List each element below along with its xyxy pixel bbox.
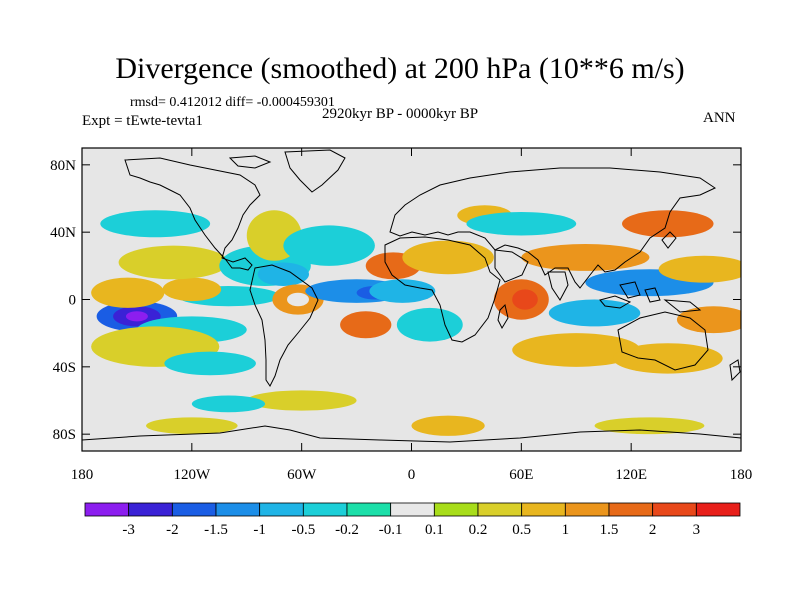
y-tick-label-0: 80N	[50, 158, 76, 174]
field-contour-36	[246, 390, 357, 411]
colorbar-swatch-0	[84, 502, 130, 517]
field-contour-13	[287, 292, 309, 307]
x-tick-label-0: 180	[71, 467, 94, 483]
colorbar-label-13: 3	[693, 522, 701, 538]
field-contour-40	[594, 417, 705, 435]
field-contour-9	[164, 351, 256, 376]
y-axis: 80N 40N 0 40S 80S	[50, 158, 741, 443]
colorbar-label-7: 0.1	[425, 522, 444, 538]
colorbar-swatch-13	[652, 502, 697, 517]
experiment-label: Expt = tEwte-tevta1	[82, 113, 203, 129]
colorbar-label-0: -3	[122, 522, 135, 538]
field-contour-18	[340, 311, 392, 339]
y-tick-label-4: 80S	[53, 427, 76, 443]
x-axis: 180 120W 60W 0 60E 120E 180	[71, 148, 753, 483]
field-contour-29	[512, 333, 641, 367]
colorbar-label-12: 2	[649, 522, 657, 538]
x-tick-label-3: 0	[408, 467, 416, 483]
stats-text: rmsd= 0.412012 diff= -0.000459301	[130, 95, 335, 110]
field-contour-31	[658, 255, 741, 283]
field-contour-7	[118, 245, 229, 280]
x-tick-label-5: 120E	[615, 467, 647, 483]
x-tick-label-6: 180	[730, 467, 753, 483]
field-contour-11	[257, 262, 309, 287]
colorbar: -3 -2 -1.5 -1 -0.5 -0.2 -0.1 0.1 0.2 0.5 1 1.5 2 3	[84, 502, 741, 538]
colorbar-label-8: 0.2	[469, 522, 488, 538]
field-contour-6	[162, 277, 222, 302]
field-contour-33	[612, 343, 723, 374]
colorbar-swatch-3	[215, 502, 261, 517]
field-contour-22	[396, 307, 463, 342]
y-tick-label-3: 40S	[53, 360, 76, 376]
colorbar-swatch-6	[346, 502, 392, 517]
colorbar-label-11: 1.5	[600, 522, 619, 538]
colorbar-swatch-8	[433, 502, 479, 517]
colorbar-swatch-9	[477, 502, 523, 517]
field-contour-27	[521, 243, 650, 271]
colorbar-swatch-2	[171, 502, 217, 517]
coastlines	[82, 149, 741, 443]
colorbar-label-5: -0.2	[335, 522, 359, 538]
period-label: 2920kyr BP - 0000kyr BP	[322, 106, 479, 122]
field-contour-15	[283, 225, 375, 266]
colorbar-swatch-7	[390, 502, 435, 517]
y-tick-label-1: 40N	[50, 225, 76, 241]
colorbar-label-4: -0.5	[291, 522, 315, 538]
colorbar-swatch-12	[608, 502, 654, 517]
field-contour-39	[411, 415, 485, 436]
colorbar-label-10: 1	[562, 522, 570, 538]
field-contour-34	[622, 210, 714, 238]
x-tick-label-2: 60W	[287, 467, 317, 483]
field-contour-38	[146, 417, 238, 435]
colorbar-label-9: 0.5	[512, 522, 531, 538]
colorbar-label-1: -2	[166, 522, 179, 538]
field-contour-35	[100, 210, 211, 238]
colorbar-swatch-5	[302, 502, 348, 517]
colorbar-label-3: -1	[253, 522, 266, 538]
colorbar-swatch-4	[259, 502, 304, 517]
field-contour-26	[512, 289, 538, 310]
chart-title: Divergence (smoothed) at 200 hPa (10**6 …	[115, 52, 685, 85]
field-contour-5	[91, 277, 165, 308]
colorbar-swatch-1	[128, 502, 173, 517]
field-contour-24	[466, 211, 577, 236]
colorbar-label-6: -0.1	[379, 522, 403, 538]
field-contour-37	[191, 395, 266, 413]
season-label: ANN	[703, 110, 736, 126]
x-tick-label-4: 60E	[509, 467, 533, 483]
colorbar-swatch-11	[564, 502, 610, 517]
field-contour-21	[402, 240, 494, 275]
colorbar-label-2: -1.5	[204, 522, 228, 538]
x-tick-label-1: 120W	[173, 467, 211, 483]
y-tick-label-2: 0	[69, 293, 77, 309]
colorbar-swatch-14	[695, 502, 741, 517]
field-contour-32	[676, 306, 741, 334]
field-contour-28	[548, 299, 641, 327]
field-contour-2	[125, 311, 148, 322]
field-contour-20	[369, 279, 436, 303]
colorbar-swatch-10	[521, 502, 566, 517]
